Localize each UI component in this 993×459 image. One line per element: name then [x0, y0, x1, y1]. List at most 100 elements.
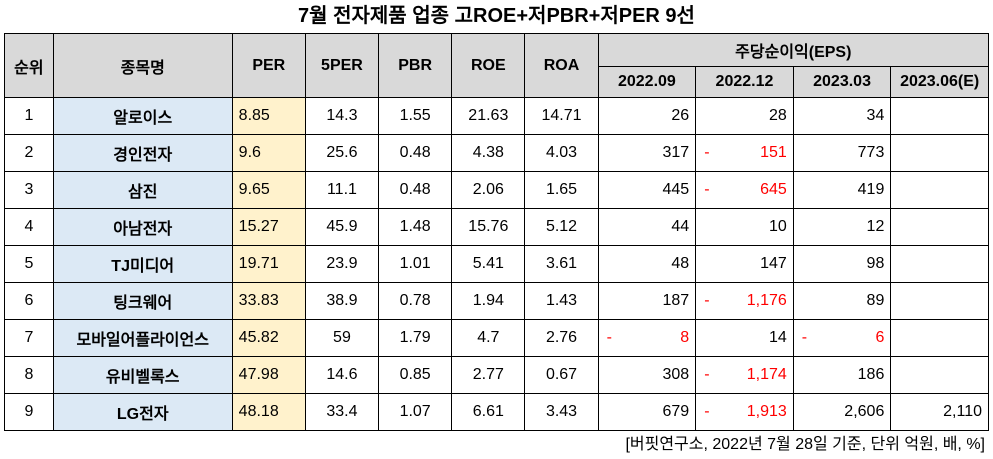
header-roe: ROE: [451, 33, 526, 98]
eps-cell: [890, 97, 989, 135]
eps-value: 48: [671, 255, 690, 272]
pbr-cell: 1.01: [378, 245, 453, 283]
eps-cell: - 645: [695, 171, 794, 209]
eps-value: 2,606: [844, 403, 885, 420]
roa-cell: 4.03: [524, 134, 599, 172]
eps-cell: 186: [792, 356, 892, 394]
eps-cell: 12: [792, 208, 892, 246]
roa-cell: 2.76: [524, 319, 599, 357]
eps-value: 773: [857, 144, 885, 161]
table-title: 7월 전자제품 업종 고ROE+저PBR+저PER 9선: [298, 5, 695, 27]
eps-value: 1,913: [746, 403, 787, 420]
pbr-cell: 0.85: [378, 356, 453, 394]
eps-cell: [890, 208, 989, 246]
per-cell: 47.98: [231, 356, 306, 394]
eps-cell: 2,606: [792, 393, 892, 431]
table-row: 8 유비벨록스 47.98 14.6 0.85 2.77 0.67 308- 1,174 186: [4, 356, 989, 394]
stock-screen-table: 순위 종목명 PER 5PER PBR ROE ROA 주당순이익(EPS) 2…: [4, 33, 990, 431]
rank-cell: 4: [4, 208, 54, 246]
table-row: 3 삼진 9.65 11.1 0.48 2.06 1.65 445- 645 419: [4, 171, 989, 209]
eps-cell: [890, 134, 989, 172]
eps-cell: 48: [597, 245, 697, 283]
roa-cell: 1.43: [524, 282, 599, 320]
pbr-cell: 0.48: [378, 171, 453, 209]
eps-value: 98: [866, 255, 885, 272]
negative-sign: -: [704, 292, 710, 309]
eps-cell: [890, 245, 989, 283]
header-period: 2022.12: [695, 66, 794, 98]
per-cell: 19.71: [231, 245, 306, 283]
table-row: 5 TJ미디어 19.71 23.9 1.01 5.41 3.61 48 147 98: [4, 245, 989, 283]
eps-cell: 14: [695, 319, 794, 357]
5per-cell: 14.6: [304, 356, 380, 394]
stock-name-cell: 경인전자: [52, 134, 233, 172]
stock-name-cell: 알로이스: [52, 97, 233, 135]
eps-cell: 308: [597, 356, 697, 394]
rank-cell: 3: [4, 171, 54, 209]
eps-cell: 44: [597, 208, 697, 246]
rank-cell: 6: [4, 282, 54, 320]
header-per: PER: [231, 33, 306, 98]
rank-cell: 5: [4, 245, 54, 283]
roe-cell: 4.7: [451, 319, 526, 357]
eps-value: 151: [760, 144, 787, 161]
eps-cell: 89: [792, 282, 892, 320]
roa-cell: 3.61: [524, 245, 599, 283]
roe-cell: 4.38: [451, 134, 526, 172]
roa-cell: 3.43: [524, 393, 599, 431]
source-note: [버핏연구소, 2022년 7월 28일 기준, 단위 억원, 배, %]: [625, 436, 985, 453]
stock-name-cell: TJ미디어: [52, 245, 233, 283]
eps-value: 186: [857, 366, 885, 383]
rank-cell: 2: [4, 134, 54, 172]
eps-cell: 147: [695, 245, 794, 283]
eps-cell: [890, 171, 989, 209]
roe-cell: 6.61: [451, 393, 526, 431]
table-body: 1 알로이스 8.85 14.3 1.55 21.63 14.71 26 28 34 2 경인전자 9.…: [4, 97, 989, 431]
eps-cell: [890, 282, 989, 320]
header-period: 2023.06(E): [890, 66, 989, 98]
eps-value: 6: [875, 329, 885, 346]
eps-value: 679: [662, 403, 690, 420]
table-row: 1 알로이스 8.85 14.3 1.55 21.63 14.71 26 28 34: [4, 97, 989, 135]
rank-cell: 1: [4, 97, 54, 135]
rank-cell: 9: [4, 393, 54, 431]
eps-cell: - 1,174: [695, 356, 794, 394]
stock-name-cell: LG전자: [52, 393, 233, 431]
rank-cell: 8: [4, 356, 54, 394]
eps-cell: 187: [597, 282, 697, 320]
eps-value: 445: [662, 181, 690, 198]
eps-value: 34: [866, 107, 885, 124]
negative-sign: -: [704, 181, 710, 198]
5per-cell: 25.6: [304, 134, 380, 172]
roe-cell: 2.77: [451, 356, 526, 394]
eps-value: 89: [866, 292, 885, 309]
per-cell: 45.82: [231, 319, 306, 357]
per-cell: 15.27: [231, 208, 306, 246]
eps-cell: - 151: [695, 134, 794, 172]
header-5per: 5PER: [304, 33, 380, 98]
table-row: 7 모바일어플라이언스 45.82 59 1.79 4.7 2.76-8 14-6: [4, 319, 989, 357]
header-name: 종목명: [52, 33, 233, 98]
eps-cell: -8: [597, 319, 697, 357]
pbr-cell: 0.78: [378, 282, 453, 320]
eps-value: 308: [662, 366, 690, 383]
eps-cell: 98: [792, 245, 892, 283]
eps-cell: 317: [597, 134, 697, 172]
header-pbr: PBR: [378, 33, 453, 98]
eps-cell: 445: [597, 171, 697, 209]
roe-cell: 2.06: [451, 171, 526, 209]
negative-sign: -: [801, 329, 808, 346]
rank-cell: 7: [4, 319, 54, 357]
table-row: 6 팅크웨어 33.83 38.9 0.78 1.94 1.43 187- 1,176 89: [4, 282, 989, 320]
stock-name-cell: 삼진: [52, 171, 233, 209]
eps-cell: 26: [597, 97, 697, 135]
negative-sign: -: [704, 366, 710, 383]
5per-cell: 38.9: [304, 282, 380, 320]
5per-cell: 11.1: [304, 171, 380, 209]
roa-cell: 1.65: [524, 171, 599, 209]
pbr-cell: 1.79: [378, 319, 453, 357]
5per-cell: 45.9: [304, 208, 380, 246]
per-cell: 33.83: [231, 282, 306, 320]
negative-sign: -: [704, 144, 710, 161]
eps-value: 419: [857, 181, 885, 198]
